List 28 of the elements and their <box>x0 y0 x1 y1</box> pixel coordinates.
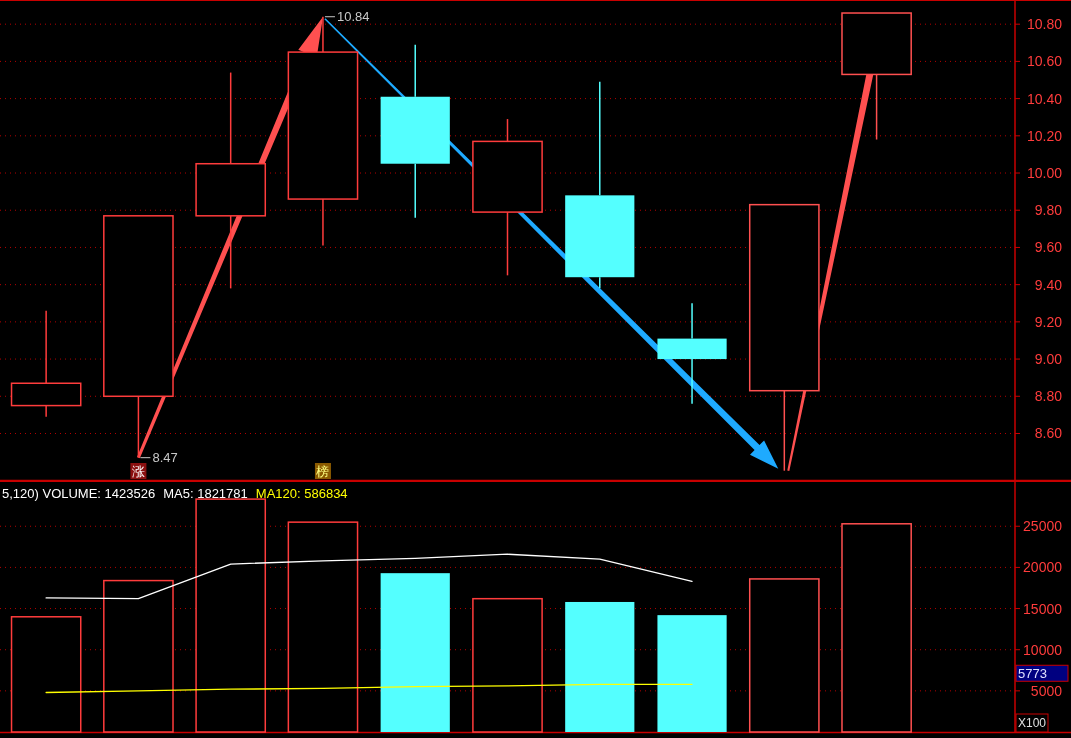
annotation: 涨 <box>131 463 145 479</box>
annotation: 榜 <box>316 463 330 479</box>
line-series <box>45 683 693 694</box>
text: MA5: 1821781 <box>163 485 248 501</box>
line-series <box>45 553 693 600</box>
y-tick-label: 9.40 <box>1034 276 1063 293</box>
y-tick-label: 10.00 <box>1026 165 1063 182</box>
y-tick-label: 25000 <box>1023 518 1063 535</box>
chart-title: 5,120) VOLUME: 1423526 <box>2 485 156 501</box>
y-tick-label: 10.60 <box>1026 53 1063 70</box>
text: MA120: 586834 <box>255 485 348 501</box>
y-tick-label: 9.20 <box>1034 313 1063 330</box>
y-tick-label: 5000 <box>1030 682 1063 699</box>
y-tick-label: 20000 <box>1023 559 1063 576</box>
y-tick-label: 9.60 <box>1034 239 1063 256</box>
y-tick-label: 8.60 <box>1034 425 1063 442</box>
y-tick-label: 9.00 <box>1034 351 1063 368</box>
y-tick-label: 10.20 <box>1026 127 1063 144</box>
y-tick-label: 9.80 <box>1034 202 1063 219</box>
y-tick-label: 10000 <box>1023 641 1063 658</box>
y-tick-label: 8.80 <box>1034 388 1063 405</box>
annotation: 10.84 <box>336 9 370 25</box>
y-tick-label: 15000 <box>1023 600 1063 617</box>
y-tick-label: 10.40 <box>1026 90 1063 107</box>
text: 5773 <box>1018 665 1047 681</box>
y-tick-label: 10.80 <box>1026 16 1063 33</box>
annotation: 8.47 <box>152 450 178 466</box>
text: X100 <box>1018 716 1047 730</box>
